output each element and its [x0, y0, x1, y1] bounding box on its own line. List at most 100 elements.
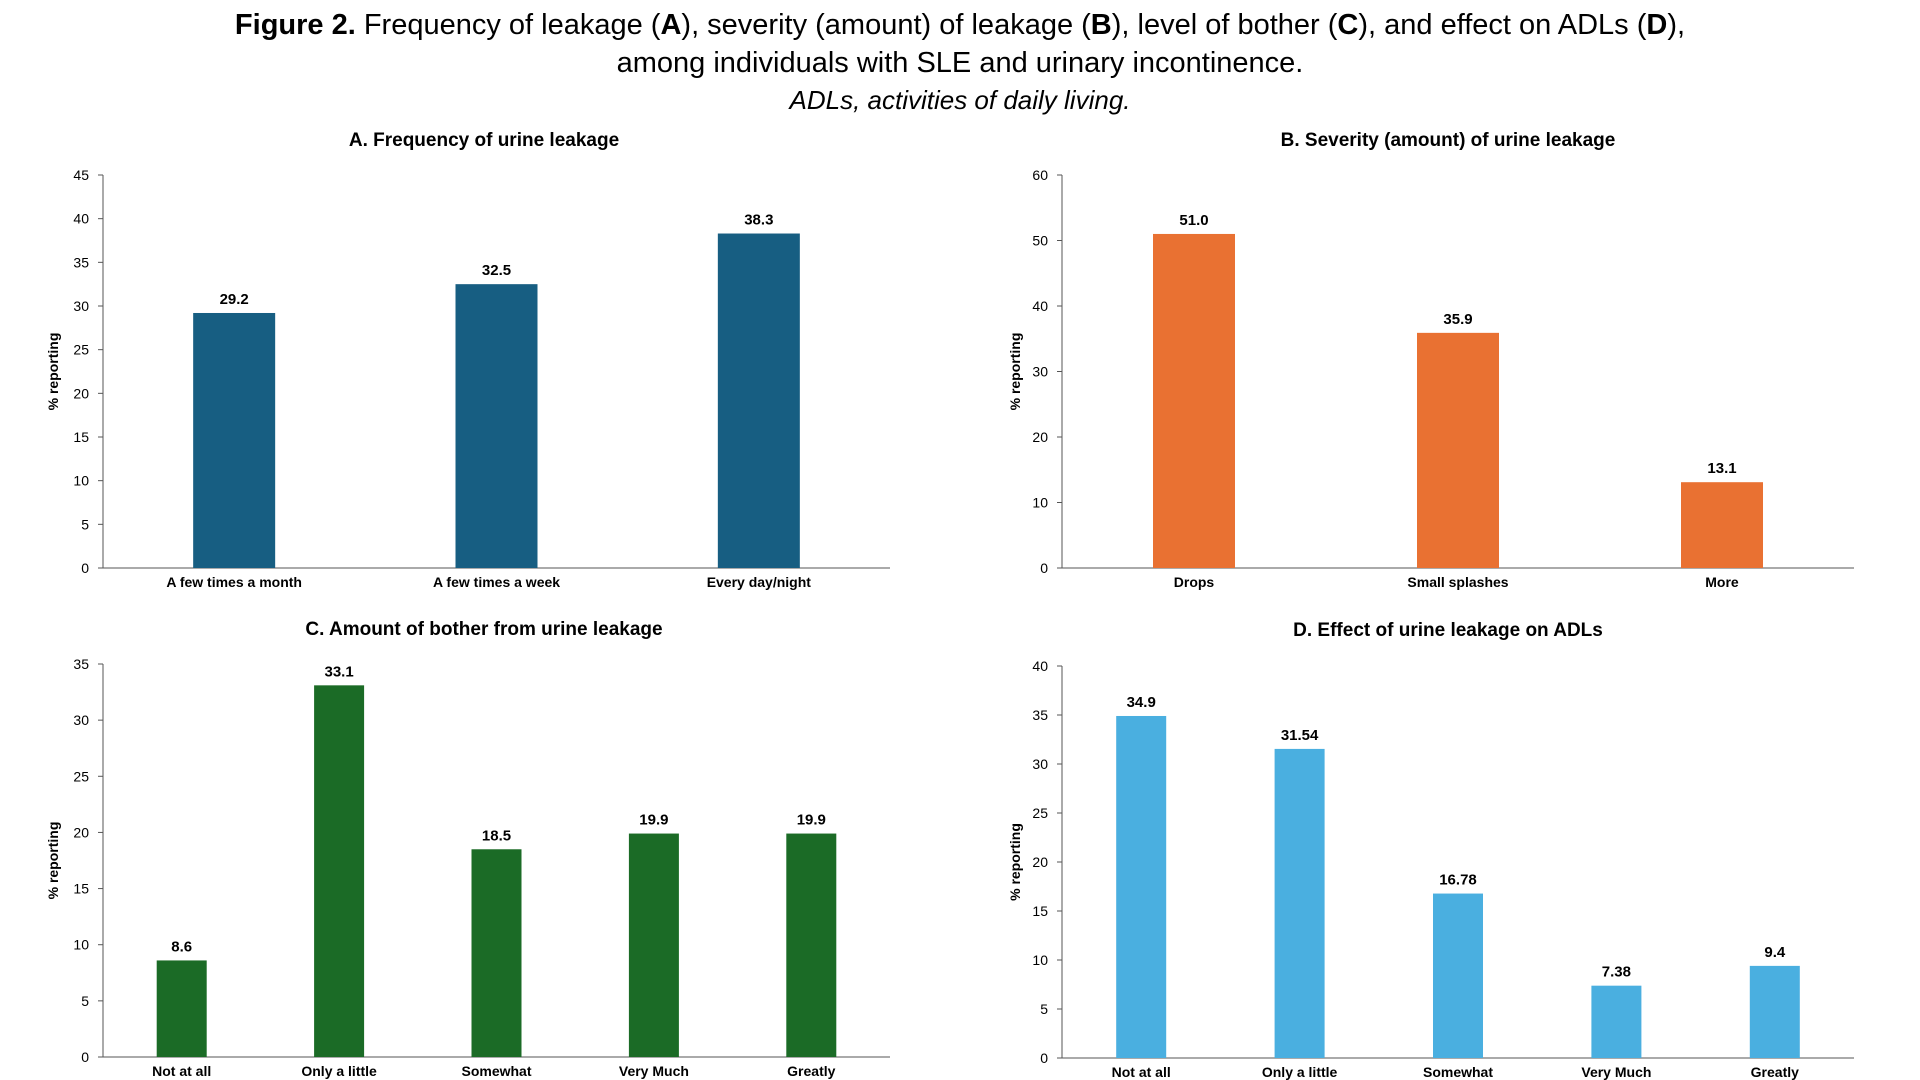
- chart-d-y-axis-title: % reporting: [1007, 823, 1023, 901]
- chart-d-category-label: Very Much: [1581, 1064, 1651, 1080]
- chart-b-bar: [1153, 233, 1235, 568]
- chart-a-y-tick-label: 45: [73, 167, 89, 183]
- chart-b-data-label: 13.1: [1707, 460, 1736, 477]
- chart-c-data-label: 19.9: [797, 812, 826, 829]
- chart-c-data-label: 8.6: [171, 938, 192, 955]
- chart-b-category-label: Small splashes: [1407, 574, 1508, 590]
- chart-a-y-tick-label: 10: [73, 473, 89, 489]
- chart-d-bar: [1749, 965, 1800, 1058]
- chart-d-data-label: 7.38: [1602, 964, 1631, 981]
- figure-header: Figure 2. Frequency of leakage (A), seve…: [0, 6, 1920, 118]
- chart-d-data-label: 16.78: [1439, 872, 1477, 889]
- chart-d-y-tick-label: 40: [1032, 658, 1048, 674]
- chart-d-bar: [1116, 715, 1167, 1058]
- chart-a-y-tick-label: 25: [73, 342, 89, 358]
- chart-c-category-label: Very Much: [619, 1063, 689, 1079]
- chart-b-bar: [1681, 482, 1763, 568]
- chart-c-y-tick-label: 10: [73, 937, 89, 953]
- figure-label: Figure 2.: [234, 9, 356, 41]
- chart-b-y-tick-label: 50: [1032, 233, 1048, 249]
- figure-title: Figure 2. Frequency of leakage (A), seve…: [0, 6, 1920, 44]
- chart-a-y-tick-label: 20: [73, 385, 89, 401]
- chart-d-y-tick-label: 25: [1032, 805, 1048, 821]
- chart-c-bar: [314, 685, 365, 1057]
- chart-c-y-tick-label: 0: [81, 1049, 89, 1065]
- chart-a-y-axis-title: % reporting: [45, 333, 61, 411]
- chart-c-data-label: 19.9: [639, 812, 668, 829]
- figure-title-part: D: [1646, 9, 1668, 41]
- chart-b-y-tick-label: 40: [1032, 298, 1048, 314]
- figure-title-part: ),: [1667, 9, 1686, 41]
- figure-title-part: Frequency of leakage (: [355, 9, 661, 41]
- chart-c-category-label: Somewhat: [461, 1063, 531, 1079]
- figure-title-part: ), severity (amount) of leakage (: [681, 9, 1091, 41]
- chart-b-y-tick-label: 60: [1032, 167, 1048, 183]
- chart-d-category-label: Only a little: [1262, 1064, 1338, 1080]
- chart-d-data-label: 9.4: [1764, 944, 1786, 961]
- chart-c-bar: [156, 960, 207, 1057]
- chart-a-title: A. Frequency of urine leakage: [349, 130, 619, 151]
- chart-b-y-tick-label: 10: [1032, 495, 1048, 511]
- chart-a-data-label: 32.5: [482, 262, 511, 279]
- chart-a-y-tick-label: 30: [73, 298, 89, 314]
- figure-caption: ADLs, activities of daily living.: [789, 85, 1131, 115]
- chart-c-y-axis-title: % reporting: [45, 822, 61, 900]
- chart-a-category-label: A few times a week: [433, 574, 560, 590]
- chart-b-y-tick-label: 0: [1040, 560, 1048, 576]
- figure-title-part: ), and effect on ADLs (: [1358, 9, 1647, 41]
- figure-title-part: ), level of bother (: [1111, 9, 1338, 41]
- chart-d-y-tick-label: 15: [1032, 903, 1048, 919]
- chart-c-y-tick-label: 15: [73, 881, 89, 897]
- chart-c-y-tick-label: 5: [81, 993, 89, 1009]
- chart-d-data-label: 34.9: [1127, 694, 1156, 711]
- chart-d-bar: [1433, 893, 1483, 1058]
- chart-d-y-tick-label: 0: [1040, 1050, 1048, 1066]
- chart-a-y-tick-label: 40: [73, 211, 89, 227]
- chart-d-bar: [1591, 985, 1642, 1058]
- figure-title-part: C: [1337, 9, 1359, 41]
- chart-b-data-label: 51.0: [1179, 212, 1208, 229]
- chart-a-data-label: 38.3: [744, 212, 773, 229]
- chart-b-y-tick-label: 20: [1032, 429, 1048, 445]
- chart-d-y-tick-label: 5: [1040, 1001, 1048, 1017]
- chart-d-title: D. Effect of urine leakage on ADLs: [1293, 620, 1603, 641]
- chart-c-bar: [471, 849, 522, 1057]
- chart-d-bar: [1274, 748, 1325, 1058]
- chart-c-category-label: Only a little: [301, 1063, 377, 1079]
- chart-d-category-label: Somewhat: [1423, 1064, 1493, 1080]
- chart-a-data-label: 29.2: [220, 291, 249, 308]
- chart-c-bar: [628, 833, 679, 1057]
- chart-c-title: C. Amount of bother from urine leakage: [305, 619, 662, 640]
- chart-b-data-label: 35.9: [1443, 311, 1472, 328]
- chart-c-y-tick-label: 20: [73, 824, 89, 840]
- chart-c-category-label: Greatly: [787, 1063, 835, 1079]
- figure-title-part: A: [660, 9, 682, 41]
- chart-d-category-label: Greatly: [1751, 1064, 1799, 1080]
- chart-d-y-tick-label: 10: [1032, 952, 1048, 968]
- chart-c-data-label: 18.5: [482, 827, 511, 844]
- chart-c-data-label: 33.1: [324, 663, 353, 680]
- chart-c-y-tick-label: 30: [73, 712, 89, 728]
- chart-a-y-tick-label: 15: [73, 429, 89, 445]
- chart-a-bar: [717, 233, 800, 568]
- chart-b-y-axis-title: % reporting: [1007, 333, 1023, 411]
- chart-a-y-tick-label: 35: [73, 254, 89, 270]
- chart-c-y-tick-label: 25: [73, 768, 89, 784]
- chart-b-y-tick-label: 30: [1032, 364, 1048, 380]
- chart-b-category-label: More: [1705, 574, 1739, 590]
- chart-a-y-tick-label: 0: [81, 560, 89, 576]
- chart-a-category-label: A few times a month: [166, 574, 302, 590]
- chart-a-bar: [455, 284, 538, 568]
- chart-d-y-tick-label: 20: [1032, 854, 1048, 870]
- chart-d-data-label: 31.54: [1281, 727, 1319, 744]
- chart-a-bar: [193, 312, 276, 568]
- chart-b-category-label: Drops: [1174, 574, 1215, 590]
- figure-title-part: B: [1090, 9, 1112, 41]
- chart-a-y-tick-label: 5: [81, 516, 89, 532]
- chart-d-category-label: Not at all: [1112, 1064, 1171, 1080]
- chart-d-y-tick-label: 30: [1032, 756, 1048, 772]
- figure-title-line-2: among individuals with SLE and urinary i…: [616, 47, 1304, 79]
- chart-d-y-tick-label: 35: [1032, 707, 1048, 723]
- chart-c-y-tick-label: 35: [73, 656, 89, 672]
